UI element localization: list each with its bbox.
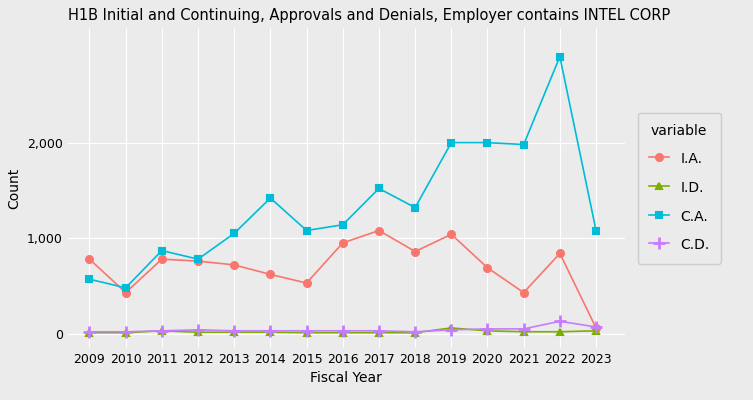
C.A. [519, 142, 528, 147]
C.D. [592, 324, 601, 329]
C.D. [230, 328, 239, 333]
C.D. [194, 328, 203, 332]
I.A. [302, 281, 311, 286]
Legend: I.A., I.D., C.A., C.D.: I.A., I.D., C.A., C.D. [638, 112, 721, 264]
C.A. [266, 196, 275, 200]
I.D. [338, 330, 347, 335]
C.D. [121, 329, 130, 334]
C.A. [410, 205, 419, 210]
C.D. [519, 326, 528, 331]
C.A. [447, 140, 456, 145]
C.D. [447, 328, 456, 332]
I.D. [266, 330, 275, 335]
C.A. [302, 228, 311, 233]
C.A. [157, 248, 166, 253]
C.A. [483, 140, 492, 145]
I.A. [230, 262, 239, 267]
I.A. [519, 290, 528, 295]
C.D. [410, 329, 419, 334]
C.A. [556, 54, 565, 59]
I.A. [556, 251, 565, 256]
I.A. [374, 228, 383, 233]
C.D. [338, 328, 347, 333]
I.D. [121, 330, 130, 335]
Line: C.D.: C.D. [84, 316, 602, 337]
C.A. [194, 257, 203, 262]
Text: H1B Initial and Continuing, Approvals and Denials, Employer contains INTEL CORP: H1B Initial and Continuing, Approvals an… [68, 8, 670, 23]
I.A. [85, 257, 94, 262]
I.A. [266, 272, 275, 277]
I.D. [157, 328, 166, 333]
I.A. [121, 290, 130, 295]
C.A. [592, 228, 601, 233]
C.A. [230, 231, 239, 236]
I.A. [157, 257, 166, 262]
C.A. [374, 186, 383, 191]
C.D. [483, 326, 492, 331]
C.A. [85, 277, 94, 282]
I.A. [483, 265, 492, 270]
C.D. [157, 328, 166, 333]
I.D. [519, 329, 528, 334]
C.A. [338, 222, 347, 227]
C.A. [121, 286, 130, 290]
C.D. [302, 328, 311, 333]
I.D. [410, 330, 419, 335]
I.D. [556, 329, 565, 334]
C.D. [266, 328, 275, 333]
I.D. [194, 330, 203, 335]
I.A. [338, 240, 347, 245]
I.D. [592, 328, 601, 333]
I.D. [230, 330, 239, 335]
X-axis label: Fiscal Year: Fiscal Year [310, 372, 383, 386]
C.D. [374, 328, 383, 333]
Y-axis label: Count: Count [8, 167, 22, 209]
I.D. [483, 328, 492, 333]
I.A. [194, 259, 203, 264]
Line: C.A.: C.A. [86, 53, 599, 291]
C.D. [85, 329, 94, 334]
Line: I.D.: I.D. [86, 324, 599, 336]
I.D. [85, 330, 94, 335]
Line: I.A.: I.A. [86, 227, 599, 332]
I.A. [410, 249, 419, 254]
I.A. [592, 326, 601, 330]
C.D. [556, 319, 565, 324]
I.D. [374, 330, 383, 335]
I.A. [447, 232, 456, 237]
I.D. [447, 326, 456, 330]
I.D. [302, 330, 311, 335]
